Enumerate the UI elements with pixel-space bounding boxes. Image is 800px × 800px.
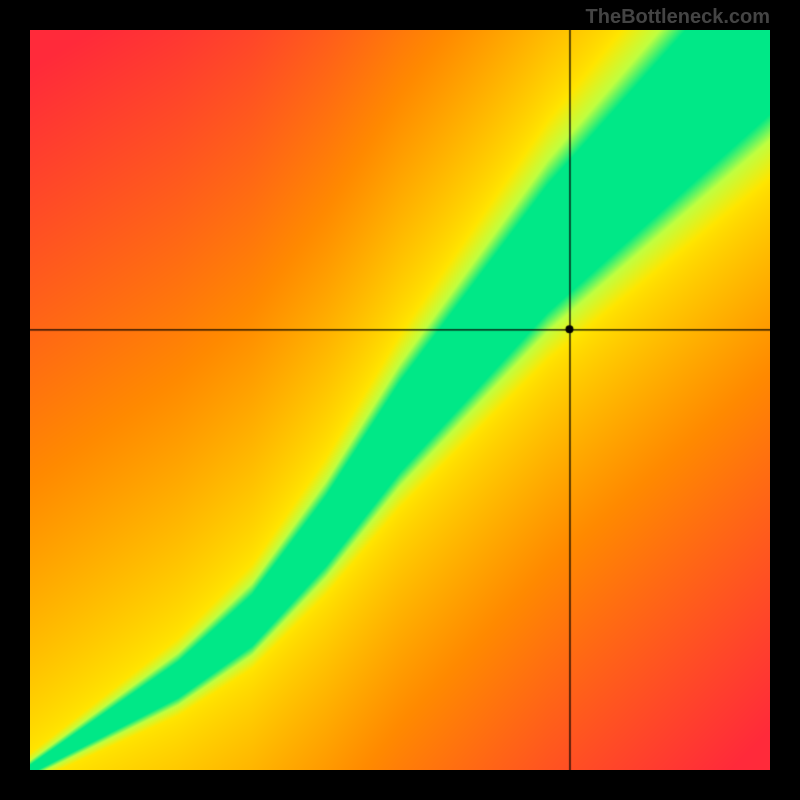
watermark-text: TheBottleneck.com (586, 6, 770, 29)
bottleneck-heatmap (30, 30, 770, 770)
crosshair-overlay (30, 30, 770, 770)
